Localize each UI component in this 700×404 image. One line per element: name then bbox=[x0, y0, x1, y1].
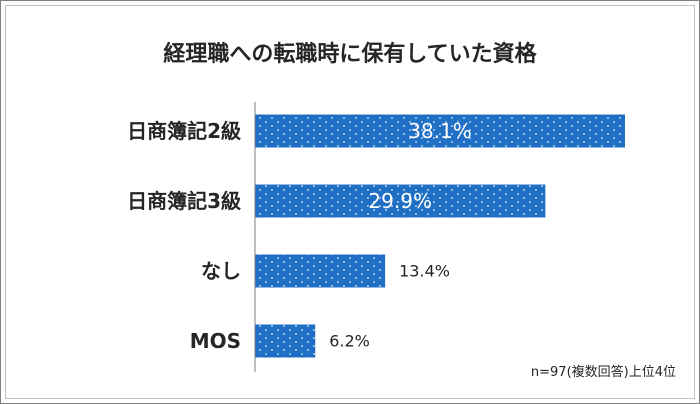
data-label: 13.4% bbox=[399, 262, 450, 281]
data-label: 29.9% bbox=[368, 189, 432, 213]
data-label: 38.1% bbox=[408, 119, 472, 143]
chart-title: 経理職への転職時に保有していた資格 bbox=[163, 42, 537, 67]
bar-dot-texture bbox=[255, 254, 386, 288]
category-label: なし bbox=[201, 259, 241, 283]
category-label: 日商簿記2級 bbox=[127, 119, 241, 143]
bar-dot-texture bbox=[255, 114, 625, 148]
bar-dot-texture bbox=[255, 184, 546, 218]
sample-note: n=97(複数回答)上位4位 bbox=[530, 365, 676, 380]
category-label: MOS bbox=[190, 329, 241, 353]
data-label: 6.2% bbox=[329, 332, 370, 351]
bar-dot-texture bbox=[255, 324, 316, 358]
category-label: 日商簿記3級 bbox=[127, 189, 241, 213]
